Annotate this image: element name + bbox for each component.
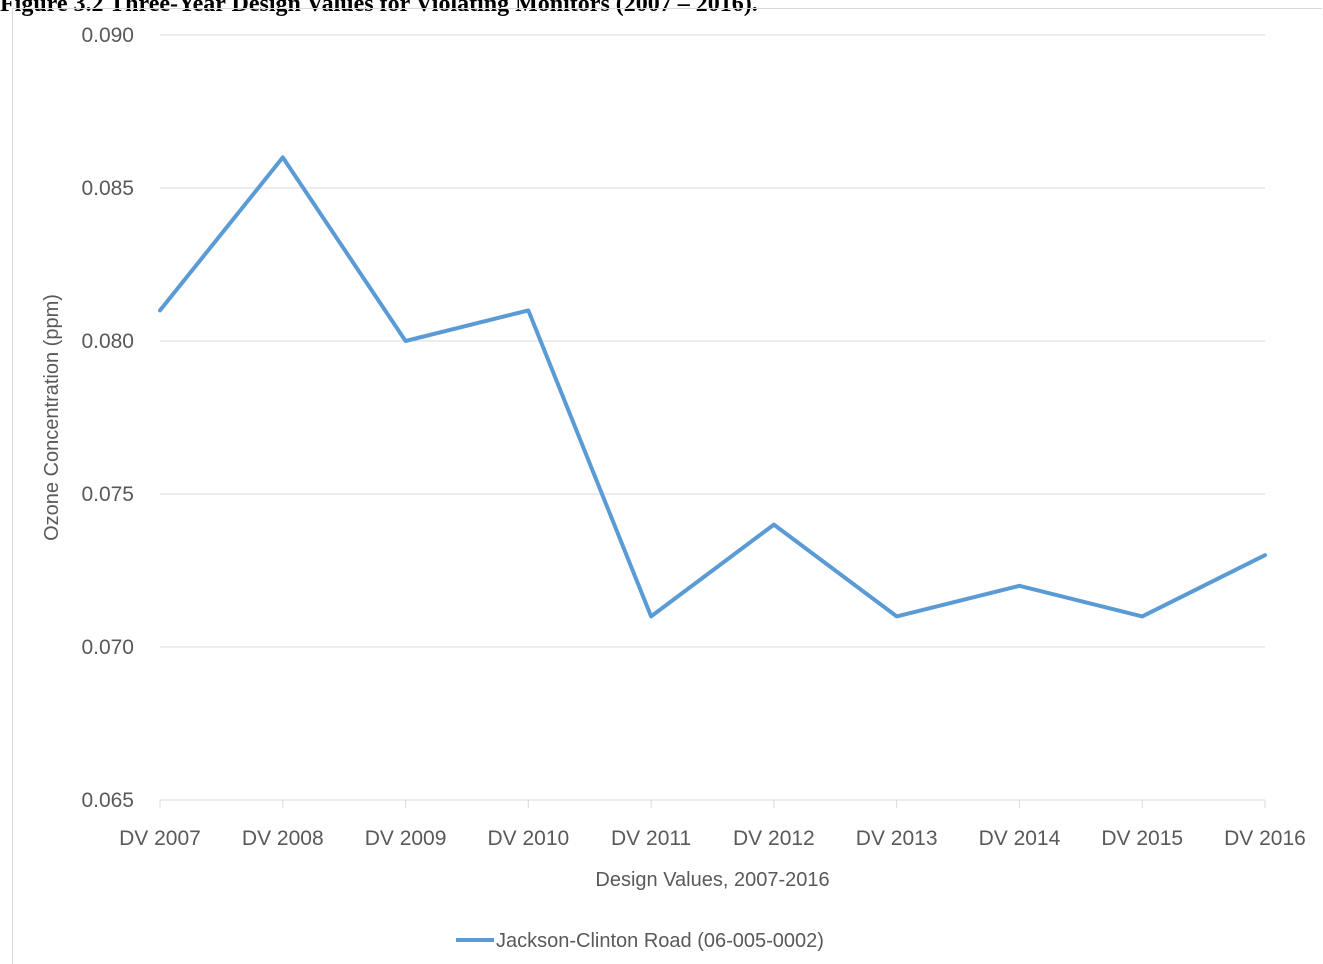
x-tick-label: DV 2010	[487, 827, 569, 850]
x-axis-title: Design Values, 2007-2016	[595, 869, 829, 891]
legend: Jackson-Clinton Road (06-005-0002)	[456, 930, 824, 952]
chart-frame	[12, 8, 1322, 964]
x-tick-label: DV 2014	[979, 827, 1061, 850]
y-tick-label: 0.070	[81, 636, 134, 659]
x-tick-label: DV 2015	[1101, 827, 1183, 850]
series-group	[158, 155, 1267, 619]
gridlines	[160, 34, 1265, 648]
x-axis	[159, 799, 1266, 808]
x-tick-label: DV 2008	[242, 827, 324, 850]
x-tick-label: DV 2012	[733, 827, 815, 850]
x-tick-label: DV 2016	[1224, 827, 1306, 850]
y-tick-label: 0.065	[81, 789, 134, 812]
x-tick-label: DV 2011	[611, 827, 691, 850]
y-tick-labels: 0.065 0.070 0.075 0.080 0.085 0.090	[81, 24, 134, 812]
y-tick-label: 0.080	[81, 330, 134, 353]
y-axis-title: Ozone Concentration (ppm)	[41, 294, 63, 541]
legend-label: Jackson-Clinton Road (06-005-0002)	[496, 930, 824, 952]
y-tick-label: 0.085	[81, 177, 134, 200]
y-tick-label: 0.075	[81, 483, 134, 506]
x-tick-label: DV 2007	[119, 827, 201, 850]
x-tick-label: DV 2009	[365, 827, 447, 850]
y-tick-label: 0.090	[81, 24, 134, 47]
x-tick-label: DV 2013	[856, 827, 938, 850]
x-tick-labels: DV 2007 DV 2008 DV 2009 DV 2010 DV 2011 DV 20…	[119, 827, 1306, 850]
series-line	[158, 155, 1267, 619]
